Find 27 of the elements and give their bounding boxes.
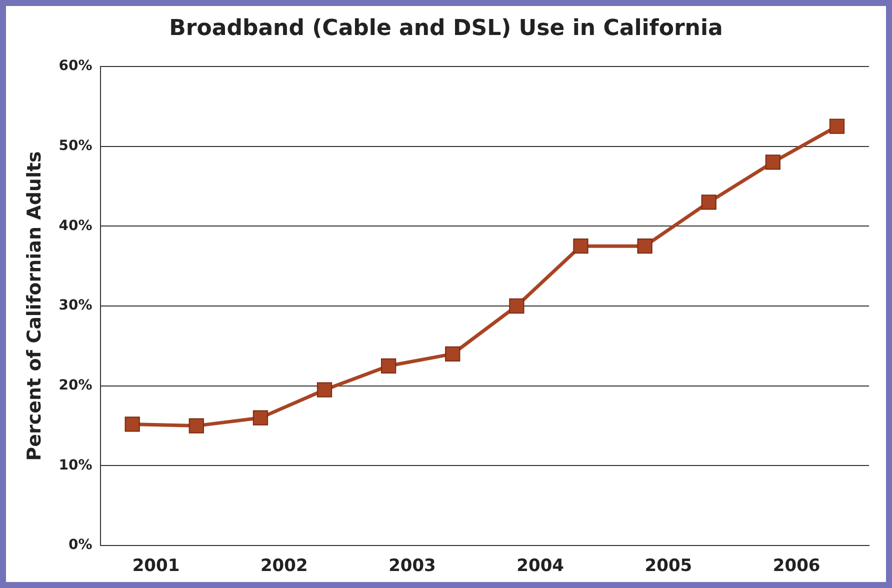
y-tick-label: 60%: [58, 58, 92, 74]
point: [188, 418, 204, 434]
point: [124, 416, 140, 432]
x-tick-label: 2002: [260, 556, 308, 576]
point: [637, 238, 652, 254]
point: [252, 410, 268, 426]
y-tick-label: 50%: [58, 138, 92, 154]
y-axis-title: Percent of Californian Adults: [23, 151, 46, 461]
point: [765, 154, 780, 170]
y-tick-label: 20%: [58, 378, 92, 394]
point: [316, 382, 332, 398]
y-tick-label: 40%: [58, 218, 92, 234]
x-tick-label: 2005: [644, 556, 692, 576]
chart-title: Broadband (Cable and DSL) Use in California: [168, 16, 724, 41]
x-tick-label: 2001: [132, 556, 180, 576]
x-tick-label: 2004: [516, 556, 564, 576]
point: [381, 358, 396, 374]
y-tick-label: 10%: [58, 457, 92, 474]
point: [509, 298, 524, 314]
point: [573, 238, 588, 254]
y-tick-label: 30%: [58, 298, 92, 314]
point: [701, 194, 716, 210]
x-tick-label: 2003: [388, 556, 436, 576]
point: [445, 346, 460, 362]
y-tick-label: 0%: [68, 537, 92, 554]
x-tick-label: 2006: [772, 556, 820, 576]
point: [829, 118, 845, 134]
